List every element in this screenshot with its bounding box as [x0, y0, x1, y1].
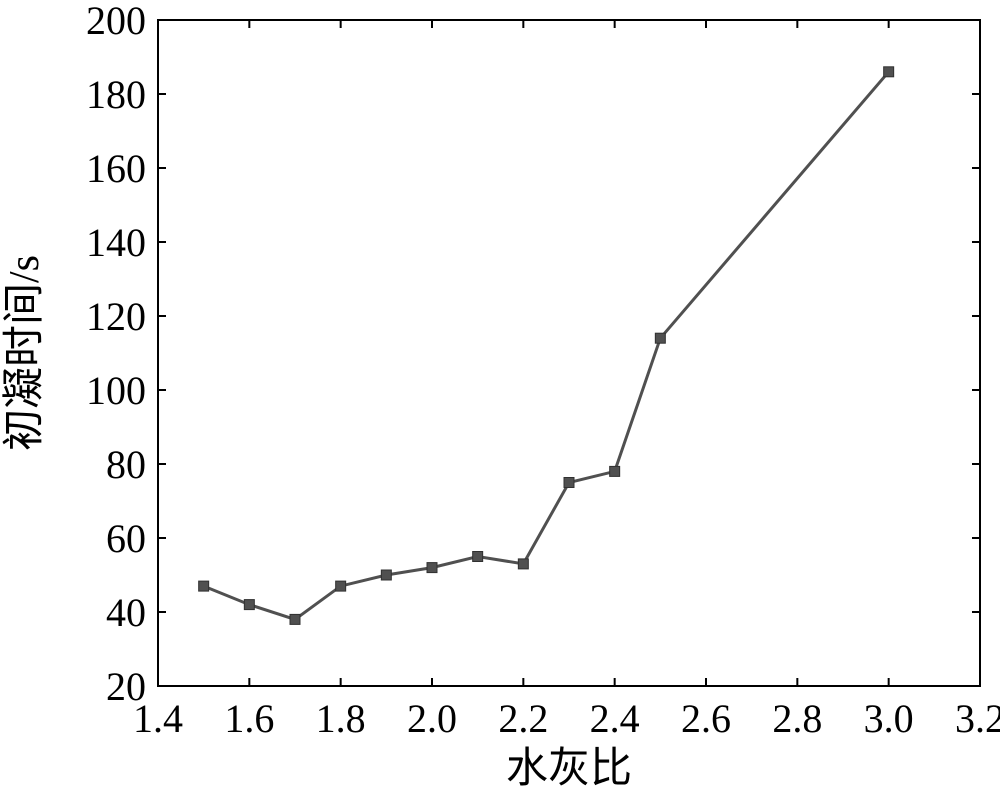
y-tick-label: 20 — [106, 664, 146, 709]
data-marker — [290, 614, 300, 624]
x-tick-label: 1.8 — [316, 696, 366, 741]
x-tick-label: 2.8 — [772, 696, 822, 741]
y-tick-label: 200 — [86, 0, 146, 43]
data-marker — [518, 559, 528, 569]
data-marker — [199, 581, 209, 591]
x-axis-title: 水灰比 — [506, 746, 632, 792]
x-tick-label: 2.4 — [590, 696, 640, 741]
line-chart: 1.41.61.82.02.22.42.62.83.03.22040608010… — [0, 0, 1000, 811]
y-tick-label: 140 — [86, 220, 146, 265]
y-axis-title: 初凝时间/s — [2, 255, 48, 451]
x-tick-label: 2.2 — [498, 696, 548, 741]
y-tick-label: 60 — [106, 516, 146, 561]
y-tick-label: 40 — [106, 590, 146, 635]
y-tick-label: 160 — [86, 146, 146, 191]
x-tick-label: 3.0 — [864, 696, 914, 741]
x-tick-label: 2.0 — [407, 696, 457, 741]
y-tick-label: 80 — [106, 442, 146, 487]
y-tick-label: 180 — [86, 72, 146, 117]
data-marker — [884, 67, 894, 77]
x-tick-label: 3.2 — [955, 696, 1000, 741]
data-marker — [244, 600, 254, 610]
y-tick-label: 120 — [86, 294, 146, 339]
x-tick-label: 2.6 — [681, 696, 731, 741]
data-marker — [427, 563, 437, 573]
y-tick-label: 100 — [86, 368, 146, 413]
data-marker — [336, 581, 346, 591]
chart-container: 1.41.61.82.02.22.42.62.83.03.22040608010… — [0, 0, 1000, 811]
data-marker — [655, 333, 665, 343]
x-tick-label: 1.6 — [224, 696, 274, 741]
data-marker — [564, 478, 574, 488]
data-marker — [473, 552, 483, 562]
data-marker — [610, 466, 620, 476]
data-marker — [381, 570, 391, 580]
plot-area — [158, 20, 980, 686]
